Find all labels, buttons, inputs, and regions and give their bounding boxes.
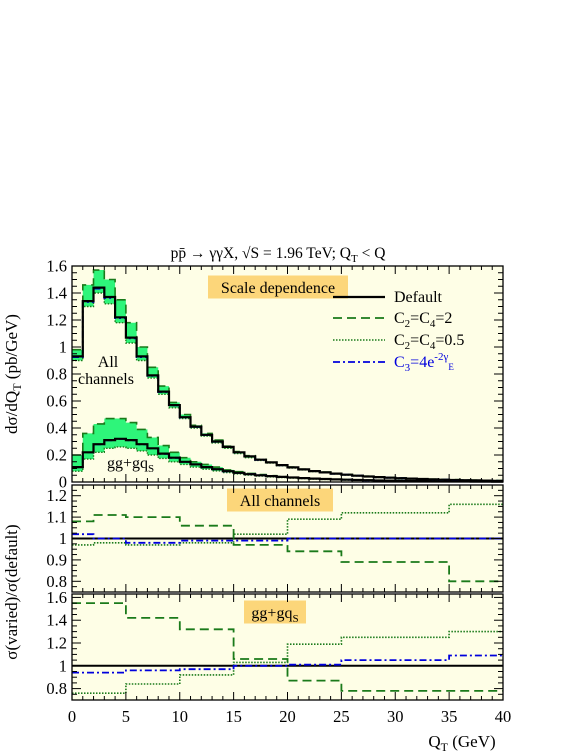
main-y-axis-label: dσ/dQT (pb/GeV) — [2, 314, 24, 434]
ratio-gg-y-tick-label: 1.4 — [46, 611, 67, 630]
main-label-box — [208, 275, 348, 299]
ratio-all-y-tick-label: 1.1 — [46, 508, 67, 527]
legend-label-part: C — [394, 310, 405, 327]
main-y-tick-label: 0.6 — [46, 392, 67, 411]
ratio-gg-label-text: gg+gqS — [251, 605, 298, 625]
legend-label-part: C — [394, 354, 405, 371]
x-tick-label: 40 — [495, 707, 512, 726]
x-tick-label: 35 — [441, 707, 458, 726]
x-tick-label: 5 — [122, 707, 130, 726]
legend-label-c2c4_05: C2=C4=0.5 — [394, 332, 464, 352]
ratio-gg-series-c3 — [72, 654, 503, 674]
ratio-all-label-text: All channels — [240, 493, 320, 510]
main-y-tick-label: 0.2 — [46, 446, 67, 465]
legend-label-part: -2γ — [434, 351, 448, 363]
legend-label-part: 4 — [430, 318, 436, 330]
ratio-gg-label-sub: S — [292, 613, 298, 625]
main-y-tick-label: 1.4 — [46, 284, 67, 303]
series-default-1 — [72, 437, 503, 483]
legend-label-part: 4 — [430, 340, 436, 352]
ratio-gg-frame — [71, 593, 504, 701]
legend-label-part: =C — [410, 332, 430, 349]
ratio-panel-gg-gqs: gg+gqS 0.8 1 1.2 1.4 1.6 — [46, 588, 504, 701]
annotation-line: All — [98, 354, 119, 371]
main-y-tick-label: 1.2 — [46, 311, 67, 330]
annotation-gg-gqs: gg+gqS — [107, 455, 154, 475]
main-y-tick-label: 0.4 — [46, 419, 67, 438]
annotation-sub: S — [148, 463, 154, 475]
ratio-all-y-tick-label: 1.2 — [46, 486, 67, 505]
main-frame — [71, 265, 504, 483]
ratio-all-label-box — [227, 488, 333, 512]
ratio-all-series-c2c4_05 — [72, 503, 503, 546]
main-panel: All channels gg+gqS Scale dependence Default… — [46, 257, 504, 492]
x-axis-label: QT (GeV) — [428, 732, 495, 752]
ratio-gg-label-box — [244, 600, 306, 624]
chart-title: pp̄ → γγX, √S = 1.96 TeV; QT < Q — [171, 245, 386, 265]
main-y-tick-label: 0.8 — [46, 365, 67, 384]
x-tick-label: 25 — [333, 707, 350, 726]
ratio-gg-series-c2c4_05 — [72, 630, 503, 694]
annotation-line: channels — [78, 371, 134, 388]
legend-label-part: E — [448, 362, 454, 372]
ratio-panel-all-channels: All channels 0.8 0.9 1 1.1 1.2 — [46, 484, 504, 593]
legend-label-default: Default — [394, 289, 443, 306]
legend-label-part: =C — [410, 310, 430, 327]
x-tick-label: 10 — [172, 707, 189, 726]
ratio-all-series-c3 — [72, 533, 503, 544]
x-tick-label: 20 — [279, 707, 296, 726]
main-y-tick-label: 0 — [59, 473, 67, 492]
ratio-gg-y-tick-label: 1.2 — [46, 634, 67, 653]
legend-label-c3: C3=4e-2γE — [394, 351, 454, 374]
annotation-all-channels: All channels — [78, 354, 134, 388]
ratio-all-y-tick-label: 1 — [59, 529, 67, 548]
ratio-all-frame — [71, 484, 504, 593]
ratio-gg-label-main: gg+gq — [251, 605, 292, 622]
annotation-main: gg+gq — [107, 455, 148, 472]
ratio-gg-series-c2c4_2 — [72, 602, 503, 692]
ratio-y-axis-label: σ(varied)/σ(default) — [2, 524, 21, 659]
legend-label-c2c4_2: C2=C4=2 — [394, 310, 452, 330]
legend-label-part: =2 — [435, 310, 452, 327]
ratio-gg-y-tick-label: 1.6 — [46, 588, 67, 607]
legend-label-part: C — [394, 332, 405, 349]
x-tick-label: 15 — [225, 707, 242, 726]
main-y-tick-label: 1 — [59, 338, 67, 357]
legend-label-part: =4e — [410, 354, 434, 371]
legend-label-part: =0.5 — [435, 332, 464, 349]
x-tick-label: 30 — [387, 707, 404, 726]
main-label-text: Scale dependence — [221, 280, 335, 297]
ratio-gg-y-tick-label: 1 — [59, 656, 67, 675]
legend-label-part: 3 — [405, 362, 411, 374]
legend-label-part: 2 — [405, 340, 411, 352]
ratio-gg-y-tick-label: 0.8 — [46, 679, 67, 698]
legend-label-part: 2 — [405, 318, 411, 330]
main-y-tick-label: 1.6 — [46, 257, 67, 276]
ratio-all-y-tick-label: 0.8 — [46, 572, 67, 591]
ratio-all-y-tick-label: 0.9 — [46, 550, 67, 569]
x-tick-label: 0 — [68, 707, 76, 726]
